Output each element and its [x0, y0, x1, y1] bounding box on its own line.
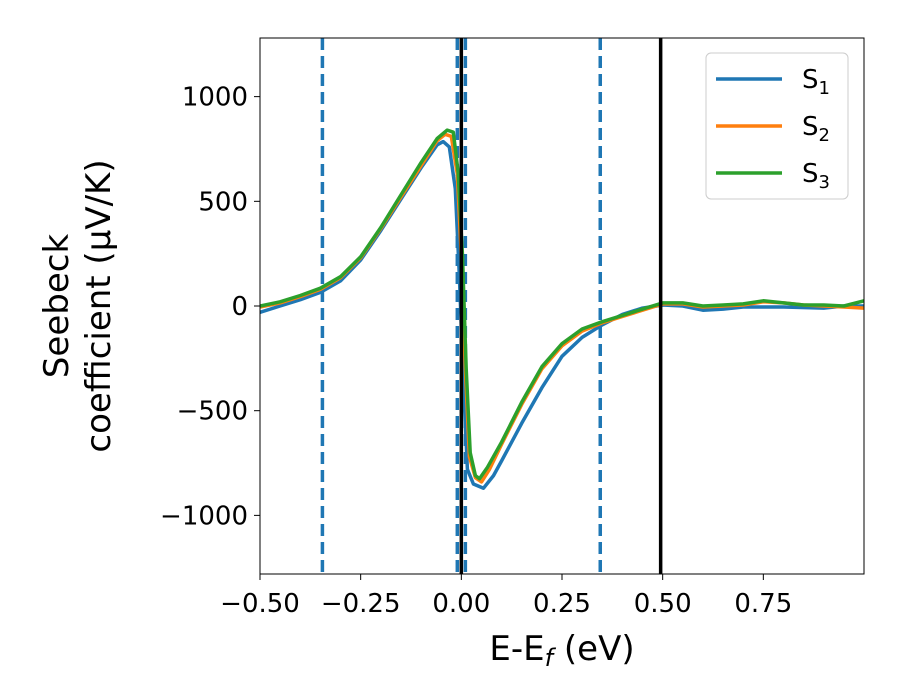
y-axis-title-line2: coefficient (μV/K) [79, 159, 119, 452]
y-axis-title: Seebeck coefficient (μV/K) [37, 159, 119, 452]
x-axis: −0.50 −0.25 0.00 0.25 0.50 0.75 [220, 574, 792, 619]
y-tick-label: −500 [177, 397, 248, 427]
series-line-s3 [260, 128, 864, 481]
x-tick-label: 0.50 [634, 589, 692, 619]
y-tick-label: 1000 [182, 83, 248, 113]
x-axis-title-rest: (eV) [553, 629, 635, 669]
legend: S1 S2 S3 [705, 52, 849, 200]
x-axis-title-main: E-E [489, 629, 544, 669]
legend-label-s1: S1 [802, 65, 830, 99]
y-axis-title-line1: Seebeck [37, 234, 77, 379]
x-tick-label: 0.00 [432, 589, 490, 619]
series-layer [260, 38, 864, 574]
x-tick-label: 0.75 [734, 589, 792, 619]
x-tick-label: 0.25 [533, 589, 591, 619]
x-tick-label: −0.25 [321, 589, 401, 619]
y-tick-label: 500 [198, 187, 248, 217]
y-tick-label: 0 [231, 292, 248, 322]
y-axis: 1000 500 0 −500 −1000 [160, 83, 260, 531]
legend-label-s3: S3 [802, 159, 830, 193]
legend-label-s2: S2 [802, 112, 830, 146]
x-axis-title: E-Ef (eV) [489, 629, 634, 672]
x-tick-label: −0.50 [220, 589, 300, 619]
y-tick-label: −1000 [160, 501, 248, 531]
